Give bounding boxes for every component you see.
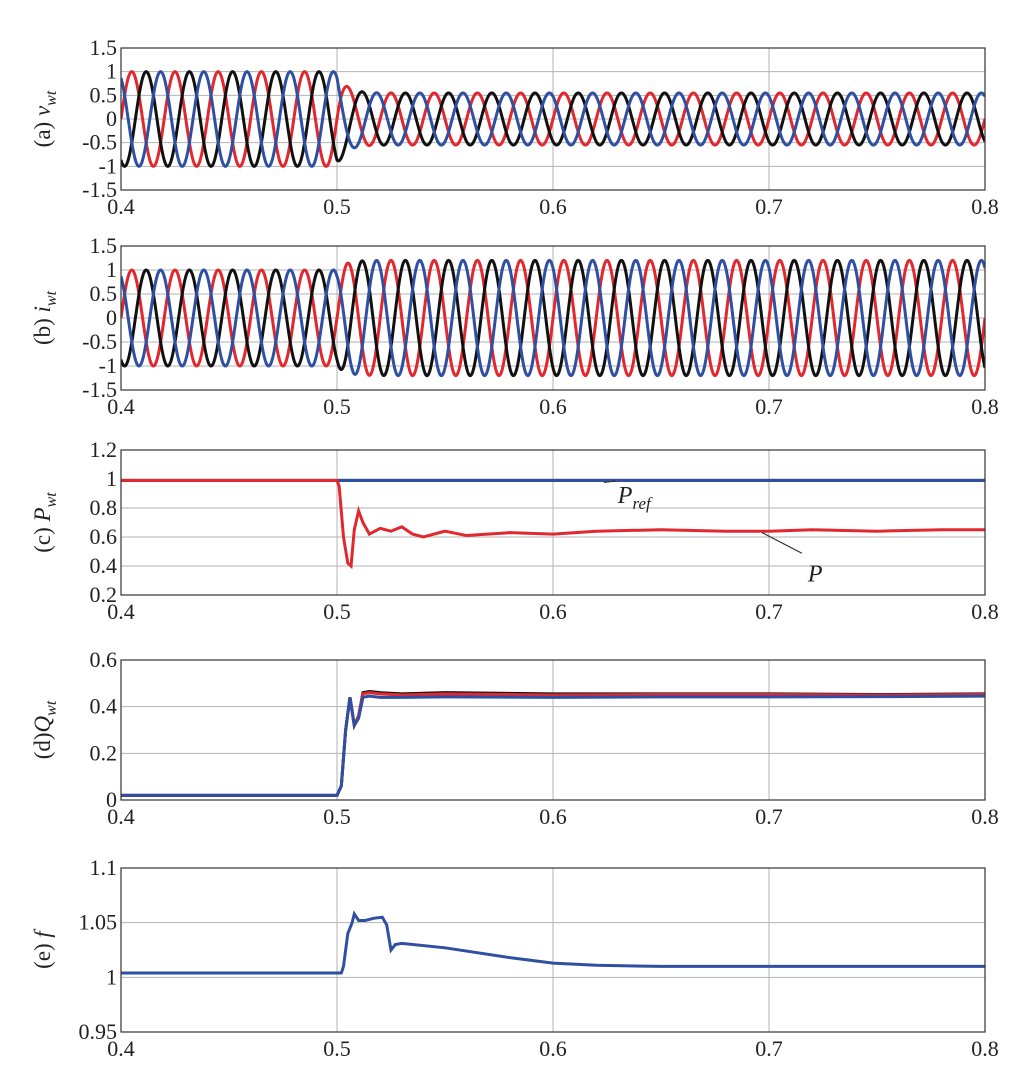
panel-a: 0.4 0.5 0.6 0.7 0.8-1.5-1-0.500.511.5(a) vwt	[30, 35, 999, 219]
y-tick-label: 1	[106, 964, 117, 989]
x-tick-label: 0.6	[539, 599, 567, 624]
y-tick-label: 1	[106, 466, 117, 491]
y-tick-label: -1.5	[82, 377, 117, 402]
x-tick-label: 0.5	[323, 599, 351, 624]
series-line-phase-a	[121, 258, 985, 378]
x-tick-label: 0.8	[971, 1036, 999, 1061]
annotation-pref: Pref	[617, 483, 653, 513]
annotation-leader	[603, 480, 616, 484]
y-tick-label: 0.5	[90, 82, 118, 107]
series-line-phase-c	[121, 70, 985, 168]
series-line-0	[121, 910, 985, 975]
plot-frame	[120, 659, 986, 801]
y-axis-label: (e) f	[30, 928, 55, 969]
y-tick-label: 1.05	[79, 910, 118, 935]
series-line-phase-b	[121, 258, 985, 378]
x-tick-label: 0.7	[755, 394, 783, 419]
y-tick-label: 1.5	[90, 35, 118, 60]
plot-frame	[120, 449, 986, 596]
panel-d: 0.4 0.5 0.6 0.7 0.8 0 0.2 0.4 0.6 (d)Qwt	[30, 647, 999, 829]
y-tick-label: 0.2	[90, 582, 118, 607]
x-tick-label: 0.8	[971, 599, 999, 624]
x-tick-label: 0.4	[107, 1036, 135, 1061]
x-tick-label: 0.8	[971, 394, 999, 419]
x-tick-label: 0.8	[971, 194, 999, 219]
plot-frame	[120, 245, 986, 391]
y-tick-label: 1.2	[90, 437, 118, 462]
series-line-phase-b	[121, 70, 985, 168]
y-tick-label: 1	[106, 59, 117, 84]
x-tick-label: 0.5	[323, 804, 351, 829]
x-tick-label: 0.7	[755, 1036, 783, 1061]
y-tick-label: -0.5	[82, 130, 117, 155]
y-tick-label: 1.5	[90, 233, 118, 258]
annotation-leader	[761, 531, 803, 554]
y-tick-label: 1.1	[90, 855, 118, 880]
x-tick-label: 0.5	[323, 194, 351, 219]
y-tick-label: 0.8	[90, 495, 118, 520]
plot-frame	[120, 867, 986, 1033]
series-line-phase-a	[121, 70, 985, 168]
y-axis-label: (a) vwt	[30, 90, 60, 147]
y-tick-label: -0.5	[82, 329, 117, 354]
y-tick-label: 0.6	[90, 524, 118, 549]
annotation-p: P	[807, 561, 823, 587]
x-tick-label: 0.7	[755, 599, 783, 624]
y-tick-label: 0.4	[90, 553, 118, 578]
x-tick-label: 0.6	[539, 394, 567, 419]
y-axis-label: (c) Pwt	[30, 492, 60, 553]
y-tick-label: 0	[106, 787, 117, 812]
y-tick-label: 1	[106, 257, 117, 282]
y-axis-label: (b) iwt	[30, 290, 60, 345]
plot-frame	[120, 47, 986, 191]
y-tick-label: 0.5	[90, 281, 118, 306]
x-tick-label: 0.6	[539, 1036, 567, 1061]
y-tick-label: 0.4	[90, 694, 118, 719]
panel-c: 0.4 0.5 0.6 0.7 0.80.20.40.60.811.2(c) Pwt Pr…	[30, 437, 999, 624]
series-line-phase-c	[121, 258, 985, 378]
x-tick-label: 0.7	[755, 194, 783, 219]
x-tick-label: 0.6	[539, 194, 567, 219]
x-tick-label: 0.5	[323, 1036, 351, 1061]
y-tick-label: 0	[106, 305, 117, 330]
y-tick-label: 0.2	[90, 740, 118, 765]
x-tick-label: 0.4	[107, 394, 135, 419]
x-tick-label: 0.4	[107, 599, 135, 624]
series-line-p	[121, 478, 985, 570]
panel-e: 0.4 0.5 0.6 0.7 0.8 0.95 1 1.05 1.1 (e) f	[30, 855, 999, 1061]
x-tick-label: 0.5	[323, 394, 351, 419]
y-tick-label: 0	[106, 106, 117, 131]
y-tick-label: 0.6	[90, 647, 118, 672]
y-tick-label: -1	[99, 353, 117, 378]
x-tick-label: 0.6	[539, 804, 567, 829]
x-tick-label: 0.4	[107, 804, 135, 829]
x-tick-label: 0.8	[971, 804, 999, 829]
x-tick-label: 0.7	[755, 804, 783, 829]
panel-b: 0.4 0.5 0.6 0.7 0.8-1.5-1-0.500.511.5(b) iwt	[30, 233, 999, 419]
y-tick-label: -1.5	[82, 177, 117, 202]
y-tick-label: 0.95	[79, 1019, 118, 1044]
y-tick-label: -1	[99, 153, 117, 178]
series-line-2	[121, 694, 985, 797]
x-tick-label: 0.4	[107, 194, 135, 219]
y-axis-label: (d)Qwt	[30, 700, 60, 759]
